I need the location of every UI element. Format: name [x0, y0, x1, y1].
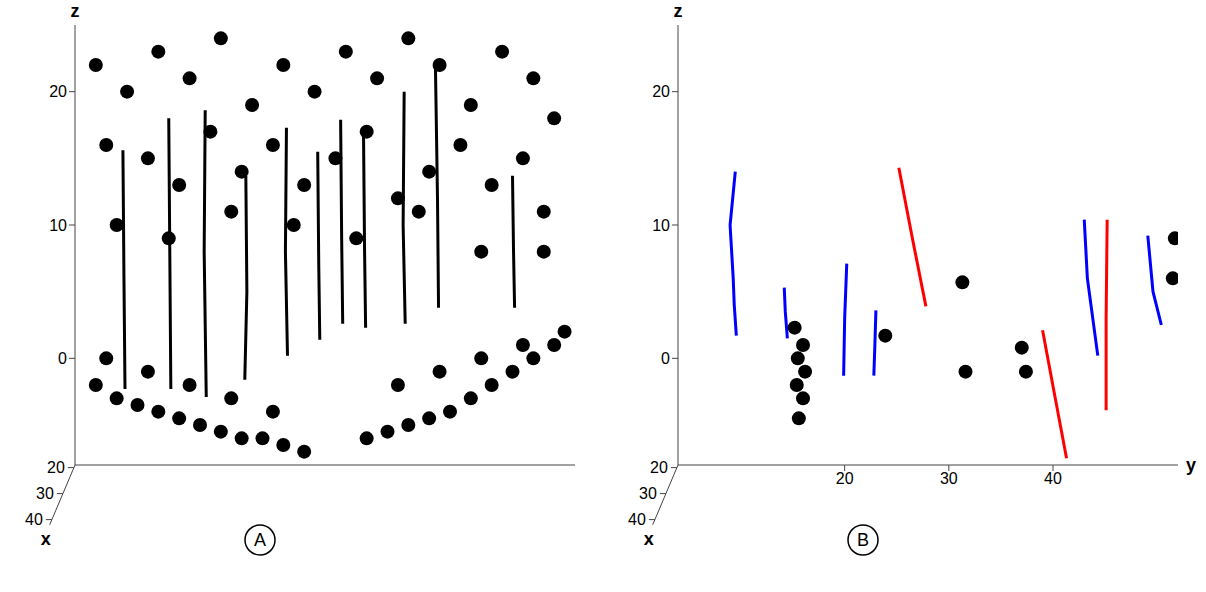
- svg-text:20: 20: [650, 459, 668, 476]
- svg-text:0: 0: [58, 350, 67, 367]
- svg-text:10: 10: [49, 217, 67, 234]
- svg-text:0: 0: [661, 350, 670, 367]
- svg-text:40: 40: [25, 511, 43, 528]
- svg-text:y: y: [1186, 455, 1196, 475]
- svg-text:z: z: [674, 1, 683, 21]
- svg-text:z: z: [71, 1, 80, 21]
- svg-text:30: 30: [639, 485, 657, 502]
- svg-text:20: 20: [47, 459, 65, 476]
- svg-text:x: x: [644, 529, 654, 549]
- svg-text:40: 40: [1044, 470, 1062, 487]
- svg-text:20: 20: [49, 83, 67, 100]
- svg-text:B: B: [857, 530, 869, 550]
- svg-text:x: x: [41, 529, 51, 549]
- svg-text:30: 30: [36, 485, 54, 502]
- svg-text:20: 20: [652, 83, 670, 100]
- svg-text:A: A: [254, 530, 266, 550]
- svg-text:30: 30: [940, 470, 958, 487]
- svg-text:20: 20: [836, 470, 854, 487]
- svg-text:10: 10: [652, 217, 670, 234]
- svg-text:40: 40: [628, 511, 646, 528]
